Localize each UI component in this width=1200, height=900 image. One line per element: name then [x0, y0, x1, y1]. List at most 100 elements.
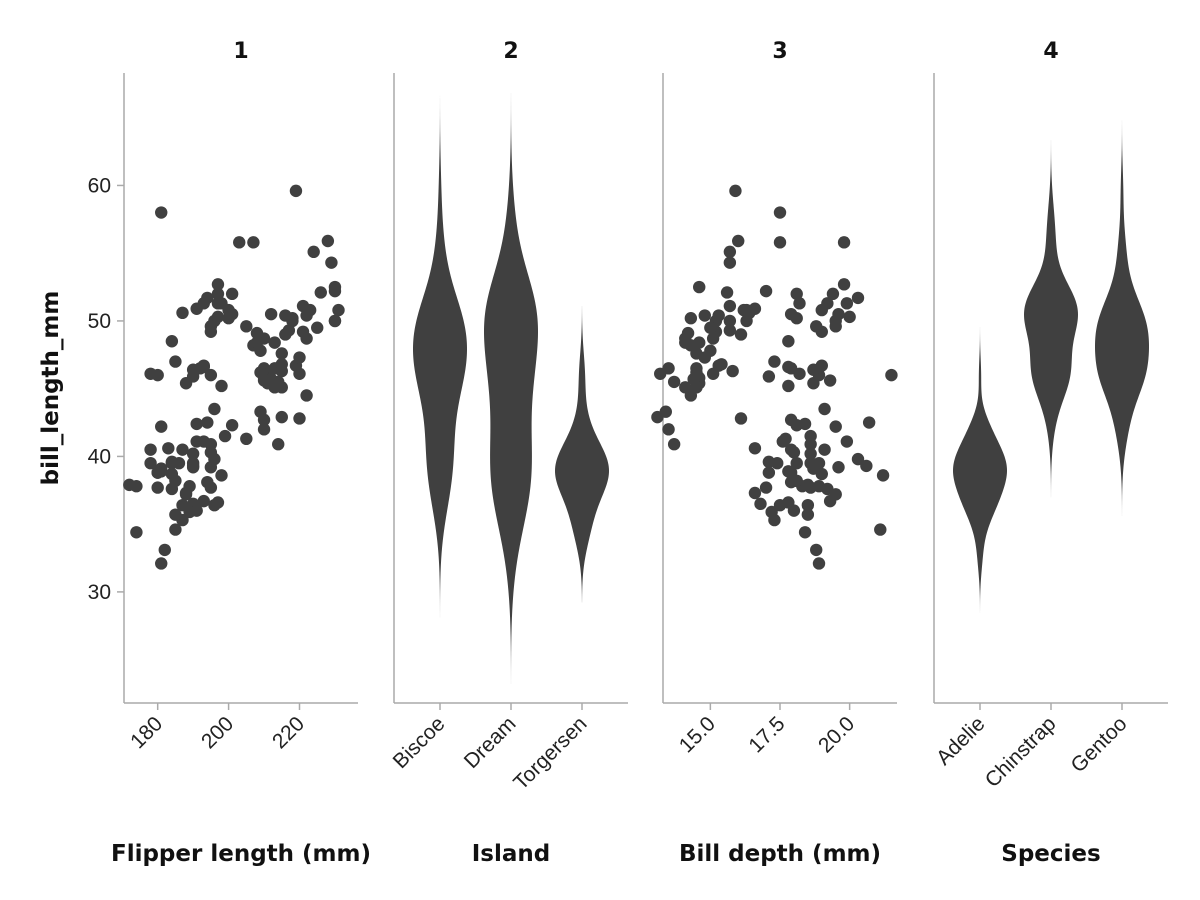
data-point: [804, 447, 817, 460]
data-point: [144, 367, 157, 380]
data-point: [782, 379, 795, 393]
data-point: [874, 523, 887, 536]
data-point: [300, 389, 313, 402]
data-point: [860, 459, 873, 473]
data-point: [165, 456, 179, 470]
data-point: [723, 245, 737, 259]
data-point: [328, 280, 342, 294]
data-point: [773, 236, 787, 249]
x-tick-label: Dream: [460, 712, 521, 773]
data-point: [851, 452, 865, 466]
data-point: [123, 478, 136, 492]
data-point: [759, 284, 773, 298]
data-point: [151, 466, 164, 479]
data-point: [204, 320, 218, 333]
panel-title: 3: [772, 39, 787, 64]
data-point: [186, 461, 200, 474]
data-point: [679, 381, 692, 394]
data-point: [169, 523, 182, 536]
x-axis-label: Island: [472, 841, 551, 867]
data-point: [247, 236, 260, 249]
x-axis-label: Species: [1001, 841, 1100, 867]
data-point: [300, 332, 313, 345]
data-point: [186, 447, 200, 460]
data-point: [662, 423, 675, 436]
data-point: [837, 236, 851, 249]
data-point: [684, 312, 698, 325]
data-point: [734, 328, 748, 341]
data-point: [225, 419, 239, 432]
data-point: [279, 309, 292, 322]
data-point: [779, 432, 792, 446]
data-point: [332, 303, 345, 317]
data-point: [821, 482, 834, 496]
data-point: [832, 461, 845, 474]
data-point: [810, 320, 823, 333]
data-point: [720, 286, 734, 299]
data-point: [268, 336, 281, 349]
x-tick-label: Biscoe: [389, 712, 450, 773]
x-axis-label: Flipper length (mm): [111, 841, 371, 867]
x-axis-label: Bill depth (mm): [679, 841, 881, 867]
data-point: [240, 320, 253, 333]
violin-biscoe: [413, 95, 467, 618]
data-point: [851, 291, 865, 305]
panel-2: [393, 73, 628, 710]
x-tick-label: Adelie: [932, 712, 990, 770]
panel-3: [651, 73, 898, 710]
data-point: [790, 456, 803, 470]
data-point: [264, 372, 278, 386]
data-point: [829, 320, 842, 333]
data-point: [311, 321, 324, 334]
data-point: [314, 286, 327, 299]
x-tick-label: Torgersen: [509, 712, 591, 794]
data-point: [307, 245, 320, 259]
data-point: [254, 366, 267, 379]
data-point: [293, 412, 306, 425]
data-point: [748, 486, 762, 500]
x-tick-label: 220: [268, 712, 309, 753]
data-point: [862, 416, 876, 429]
x-tick-label: 17.5: [744, 712, 789, 757]
y-tick-label: 50: [88, 310, 111, 333]
violin-dream: [484, 92, 538, 685]
data-point: [190, 302, 203, 315]
data-point: [190, 417, 203, 431]
data-point: [801, 508, 815, 521]
panel-1: [117, 73, 358, 710]
data-point: [704, 321, 717, 334]
data-point: [784, 466, 798, 479]
data-point: [815, 303, 828, 317]
data-point: [197, 435, 210, 448]
data-point: [662, 362, 675, 375]
data-point: [225, 287, 239, 301]
data-point: [798, 526, 812, 539]
data-point: [158, 543, 171, 557]
data-point: [784, 475, 798, 489]
data-point: [651, 410, 664, 424]
panel-title: 2: [503, 39, 518, 64]
data-point: [823, 374, 837, 387]
data-point: [165, 335, 179, 348]
data-point: [687, 372, 700, 386]
data-point: [790, 287, 803, 301]
data-point: [233, 236, 246, 249]
data-point: [282, 324, 296, 337]
data-point: [732, 234, 745, 248]
data-point: [201, 475, 214, 489]
data-point: [215, 469, 228, 482]
data-point: [706, 332, 720, 345]
data-point: [693, 280, 706, 294]
data-point: [793, 297, 806, 310]
data-point: [169, 355, 182, 368]
data-point: [784, 443, 798, 456]
data-point: [734, 412, 748, 425]
data-point: [801, 498, 815, 512]
y-axis-label: bill_length_mm: [38, 291, 64, 486]
data-point: [726, 364, 739, 378]
data-point: [723, 314, 737, 328]
data-point: [186, 363, 200, 376]
panel-title: 1: [233, 39, 248, 64]
data-point: [748, 442, 762, 455]
